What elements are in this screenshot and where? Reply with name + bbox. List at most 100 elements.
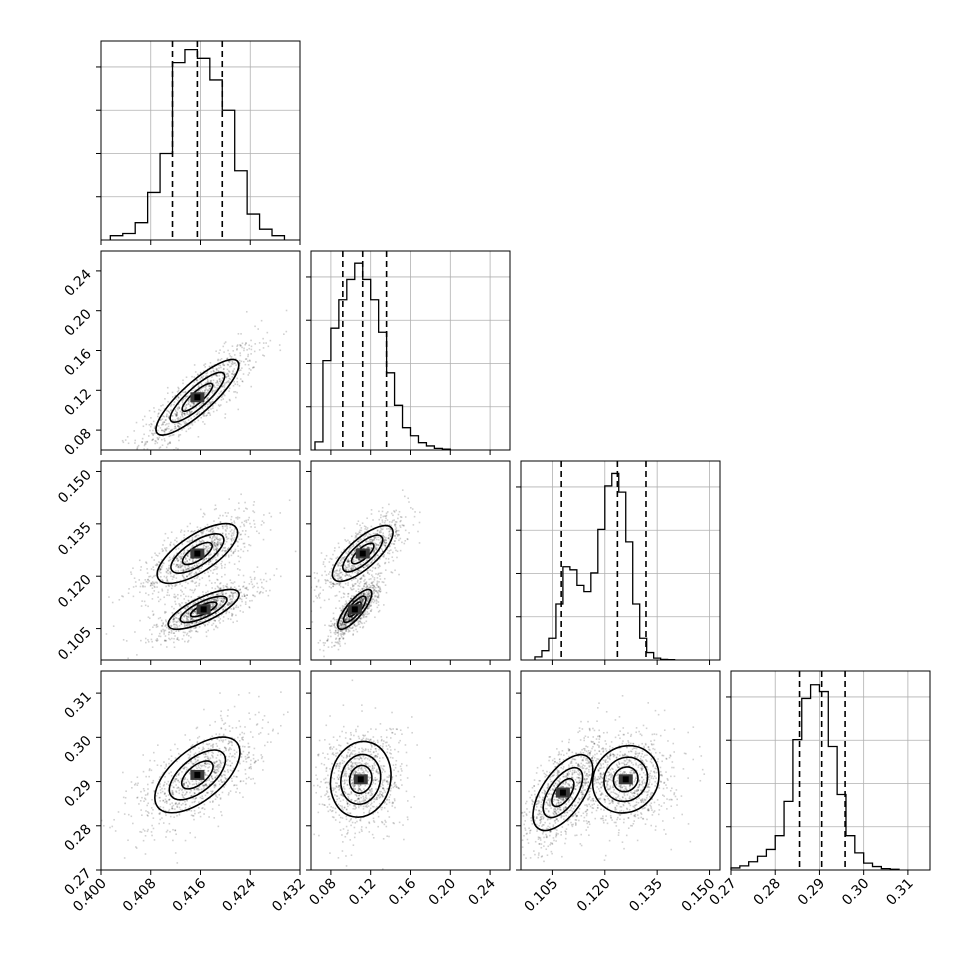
scatter-point [333,574,336,576]
scatter-point [141,441,143,443]
scatter-point [394,569,396,572]
scatter-point [178,618,180,620]
scatter-point [203,808,206,811]
scatter-point [365,528,368,531]
scatter-point [218,766,220,768]
scatter-point [387,537,390,540]
scatter-point [177,560,179,562]
scatter-point [375,548,378,550]
scatter-point [345,617,347,620]
scatter-point [371,582,373,585]
scatter-point [164,612,166,614]
scatter-point [205,551,207,554]
scatter-point [232,552,235,555]
scatter-point [168,427,170,430]
scatter-point [361,558,363,561]
scatter-point [374,556,376,558]
scatter-point [183,551,186,554]
scatter-point [227,709,229,711]
scatter-point [192,557,195,560]
scatter-point [359,559,361,561]
scatter-point [364,540,367,543]
scatter-point [230,550,233,553]
scatter-point [204,405,207,408]
scatter-point [366,613,369,616]
scatter-point [213,384,215,387]
scatter-point [182,593,185,595]
scatter-point [397,529,400,532]
scatter-point [215,607,217,609]
scatter-point [145,592,147,595]
scatter-point [360,529,363,532]
scatter-point [341,605,344,607]
scatter-point [148,768,151,770]
scatter-point [217,616,220,619]
scatter-point [362,566,365,569]
scatter-point [199,527,202,529]
scatter-point [248,372,251,374]
scatter-point [340,564,342,567]
scatter-point [200,541,203,543]
scatter-point [193,389,195,392]
scatter-point [213,374,215,376]
scatter-point [205,763,208,765]
scatter-point [190,575,192,577]
scatter-point [223,550,226,552]
scatter-point [394,521,397,523]
scatter-point [188,614,190,617]
scatter-point [201,562,204,564]
scatter-point [140,454,142,456]
scatter-point [146,811,149,813]
scatter-point [336,582,339,585]
scatter-point [184,395,187,398]
scatter-point [217,611,220,613]
scatter-point [345,600,347,603]
scatter-point [154,586,156,589]
scatter-point [195,585,198,587]
scatter-point [221,385,223,387]
scatter-point [226,585,228,588]
scatter-point [248,766,251,769]
scatter-point [207,396,210,399]
scatter-point [202,753,205,756]
scatter-point [197,411,199,414]
scatter-point [170,454,172,456]
scatter-point [354,571,356,574]
scatter-point [176,558,178,561]
scatter-point [215,559,217,561]
scatter-point [259,591,261,594]
scatter-point [336,582,338,585]
scatter-point [394,528,397,531]
scatter-point [158,412,160,415]
scatter-point [206,551,209,554]
scatter-point [379,575,381,577]
scatter-point [124,466,126,468]
scatter-point [224,555,227,558]
scatter-point [222,393,225,395]
scatter-point [108,596,110,598]
scatter-point [173,623,175,626]
scatter-point [219,766,222,768]
scatter-point [347,629,350,632]
scatter-point [262,337,264,340]
scatter-point [232,369,234,372]
scatter-point [361,594,363,597]
scatter-point [338,637,341,640]
scatter-point [202,797,204,800]
scatter-point [244,343,247,346]
scatter-point [376,530,379,532]
scatter-point [243,593,246,596]
scatter-point [230,356,233,358]
scatter-point [322,563,325,565]
scatter-point [240,598,243,601]
scatter-point [182,420,185,423]
scatter-point [204,548,206,550]
scatter-point [366,517,368,520]
scatter-point [340,565,342,567]
scatter-point [265,342,267,344]
scatter-point [202,623,205,625]
scatter-point [170,760,173,762]
scatter-point [344,623,347,626]
scatter-point [187,595,190,598]
scatter-point [349,627,352,630]
